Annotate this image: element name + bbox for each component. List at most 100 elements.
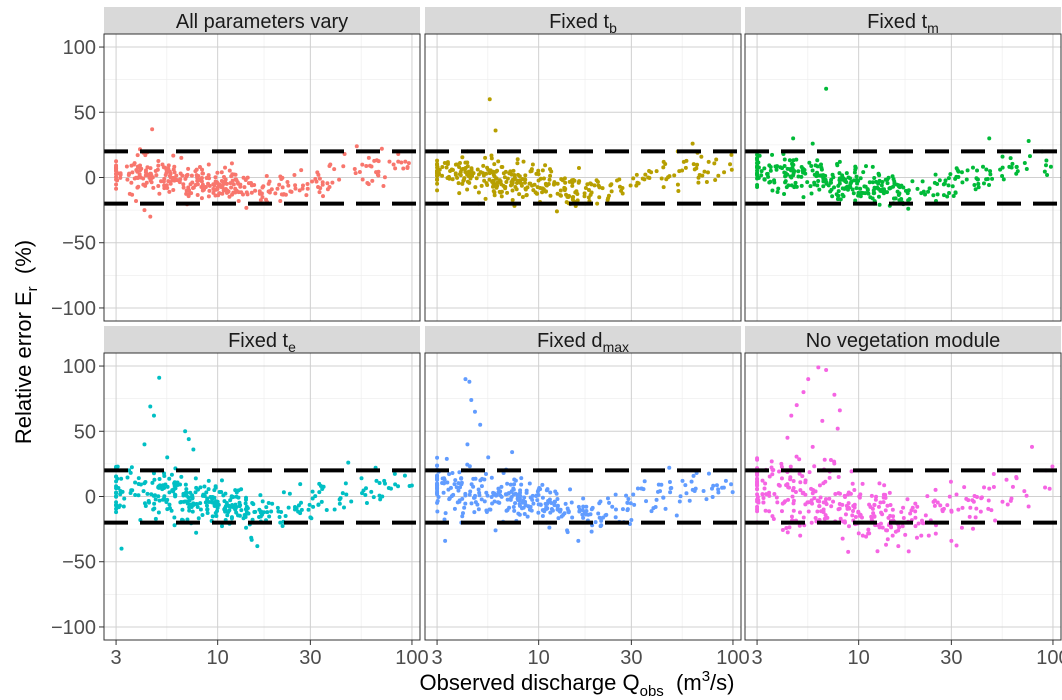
scatter-point [275,505,280,510]
scatter-point [360,162,365,167]
scatter-point [530,493,535,498]
scatter-point [205,507,210,512]
scatter-point [883,495,888,500]
scatter-point [296,509,301,514]
facet-title: Fixed tb [549,11,617,36]
scatter-point [285,180,290,185]
scatter-point [534,494,539,499]
scatter-point [628,183,633,188]
scatter-point [193,169,198,174]
scatter-point [765,171,770,176]
scatter-point [832,459,837,464]
scatter-point [199,196,204,201]
scatter-point [502,175,507,180]
scatter-point [215,508,220,513]
scatter-point [525,514,530,519]
scatter-point [229,174,234,179]
scatter-point [933,172,938,177]
scatter-point [456,181,461,186]
scatter-point [932,503,937,508]
scatter-point [558,193,563,198]
scatter-point [129,180,134,185]
scatter-point [529,508,534,513]
scatter-point [174,173,179,178]
scatter-point [937,178,942,183]
scatter-point [496,500,501,505]
scatter-point [179,474,184,479]
scatter-point [229,185,234,190]
scatter-point [923,513,928,518]
scatter-point [477,493,482,498]
scatter-point [683,483,688,488]
scatter-point [776,482,781,487]
scatter-point [885,503,890,508]
scatter-point [817,499,822,504]
scatter-point [785,482,790,487]
scatter-point [144,180,149,185]
scatter-points [435,97,734,214]
scatter-point [151,493,156,498]
scatter-point [799,164,804,169]
scatter-point [714,483,719,488]
scatter-point [680,168,685,173]
scatter-point [777,469,782,474]
scatter-point [320,486,325,491]
scatter-point [320,182,325,187]
scatter-point [1000,165,1005,170]
scatter-point [522,495,527,500]
scatter-point [512,172,517,177]
scatter-point [874,494,879,499]
scatter-point [305,186,310,191]
scatter-point [509,489,514,494]
scatter-point [215,505,220,510]
scatter-point [508,482,513,487]
scatter-point [264,174,269,179]
scatter-point [901,505,906,510]
scatter-point [393,482,398,487]
scatter-point [789,514,794,519]
scatter-point [871,511,876,516]
scatter-point [305,182,310,187]
scatter-point [960,180,965,185]
scatter-point [480,476,485,481]
scatter-point [729,167,734,172]
scatter-point [134,175,139,180]
x-tick-label: 10 [848,647,870,669]
scatter-point [1024,493,1029,498]
scatter-point [128,490,133,495]
scatter-point [299,507,304,512]
scatter-point [260,195,265,200]
scatter-point [856,510,861,515]
scatter-point [791,498,796,503]
scatter-point [313,494,318,499]
scatter-point [226,509,231,514]
scatter-point [454,162,459,167]
scatter-point [857,193,862,198]
scatter-point [812,464,817,469]
scatter-point [690,141,695,146]
scatter-point [381,183,386,188]
scatter-point [211,182,216,187]
scatter-point [801,515,806,520]
scatter-point [186,166,191,171]
scatter-point [467,492,472,497]
scatter-point [809,498,814,503]
scatter-point [200,171,205,176]
scatter-point [455,500,460,505]
scatter-point [767,490,772,495]
scatter-point [859,515,864,520]
scatter-point [435,455,440,460]
scatter-point [782,157,787,162]
scatter-point [231,190,236,195]
scatter-point [878,500,883,505]
scatter-point [167,490,172,495]
scatter-point [325,187,330,192]
scatter-point [620,507,625,512]
scatter-point [505,190,510,195]
scatter-point [513,184,518,189]
scatter-point [631,176,636,181]
scatter-point [931,193,936,198]
scatter-point [264,505,269,510]
scatter-point [783,174,788,179]
scatter-point [1000,154,1005,159]
